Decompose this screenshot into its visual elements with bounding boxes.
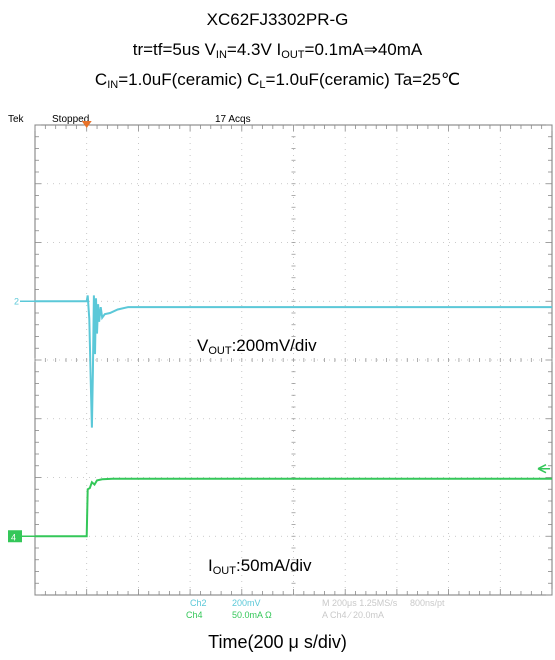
scope-acqs: 17 Acqs	[215, 114, 251, 125]
ch2-scale-annotation: VOUT:200mV/div	[197, 336, 317, 357]
timebase-readout: M 200μs 1.25MS/s	[322, 598, 398, 608]
ch2-readout-scale: 200mV	[232, 598, 261, 608]
conditions-line-1: tr=tf=5us VIN=4.3V IOUT=0.1mA⇒40mA	[132, 40, 423, 61]
scope-state: Stopped	[52, 114, 90, 125]
conditions-line-2: CIN=1.0uF(ceramic) CL=1.0uF(ceramic) Ta=…	[94, 70, 461, 91]
scope-brand: Tek	[8, 114, 24, 125]
ch4-readout-label: Ch4	[186, 610, 203, 620]
trigger-level-arrow	[537, 464, 550, 474]
x-axis-label: Time(200 μ s/div)	[208, 632, 347, 652]
chart-title: XC62FJ3302PR-G	[206, 10, 349, 29]
ch4-scale-annotation: IOUT:50mA/div	[208, 556, 312, 577]
ch4-readout-scale: 50.0mA Ω	[232, 610, 272, 620]
record-readout: 800ns/pt	[410, 598, 445, 608]
ch4-trace	[35, 477, 552, 538]
ch2-readout-label: Ch2	[190, 598, 207, 608]
ch4-level-marker-box	[8, 530, 22, 543]
trigger-position-marker	[81, 121, 92, 128]
trigger-readout: A Ch4 ∕ 20.0mA	[322, 610, 384, 620]
ch2-trace	[35, 295, 552, 428]
ch2-level-marker: 2	[14, 296, 19, 306]
ch4-level-marker: 4	[11, 532, 16, 542]
